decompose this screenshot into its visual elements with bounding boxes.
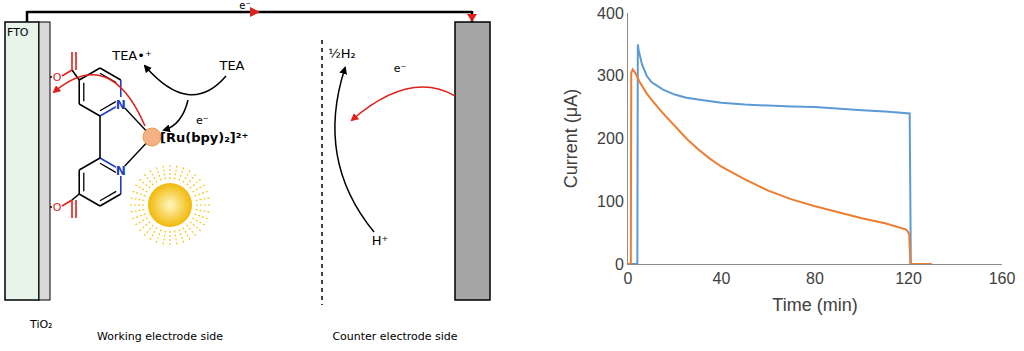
svg-text:0: 0	[615, 256, 624, 273]
svg-text:e⁻: e⁻	[196, 114, 209, 127]
svg-text:FTO: FTO	[7, 26, 29, 39]
svg-text:Time (min): Time (min)	[772, 295, 857, 315]
svg-text:H⁺: H⁺	[372, 233, 389, 248]
svg-text:Working electrode side: Working electrode side	[97, 330, 223, 343]
svg-text:TiO₂: TiO₂	[29, 318, 53, 331]
svg-text:N: N	[116, 164, 126, 178]
svg-text:N: N	[116, 98, 126, 112]
svg-text:120: 120	[895, 270, 922, 287]
svg-text:160: 160	[989, 270, 1016, 287]
svg-text:O: O	[53, 201, 62, 214]
svg-text:400: 400	[597, 5, 624, 22]
svg-text:100: 100	[597, 193, 624, 210]
svg-text:300: 300	[597, 67, 624, 84]
svg-text:40: 40	[713, 270, 731, 287]
svg-text:Counter electrode side: Counter electrode side	[332, 330, 457, 343]
svg-text:TEA: TEA	[218, 58, 244, 73]
svg-text:e⁻: e⁻	[394, 62, 407, 75]
svg-text:0: 0	[624, 270, 633, 287]
svg-text:80: 80	[806, 270, 824, 287]
svg-text:Current (μA): Current (μA)	[561, 89, 581, 188]
svg-text:[Ru(bpy)₂]²⁺: [Ru(bpy)₂]²⁺	[160, 130, 248, 145]
svg-text:TEA•⁺: TEA•⁺	[111, 48, 152, 63]
svg-text:e⁻: e⁻	[239, 0, 250, 11]
svg-text:O: O	[53, 71, 62, 84]
svg-text:½H₂: ½H₂	[328, 46, 356, 61]
svg-text:200: 200	[597, 130, 624, 147]
